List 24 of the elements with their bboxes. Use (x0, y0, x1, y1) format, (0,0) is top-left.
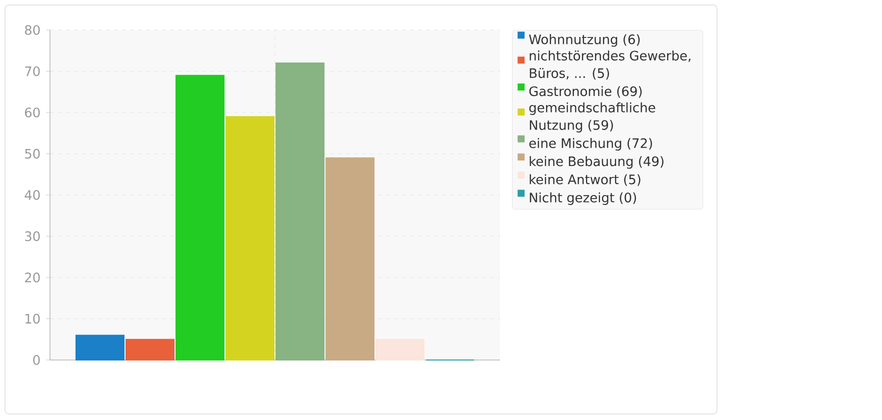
bar (76, 334, 125, 360)
bar (176, 74, 225, 360)
bar (326, 157, 374, 360)
y-tick-label: 80 (24, 25, 40, 35)
y-tick-label: 20 (25, 272, 40, 282)
legend-label: keine Bebauung (49) (530, 156, 664, 169)
y-tick-label: 60 (24, 108, 40, 118)
legend-label: nichtstörendes Gewerbe, Büros, ... (5) (530, 50, 690, 80)
y-tick-label: 0 (33, 355, 40, 365)
legend-label: eine Mischung (72) (529, 138, 652, 151)
legend-label: Wohnnutzung (6) (529, 34, 640, 47)
y-tick-label: 10 (26, 314, 40, 324)
legend-label: keine Antwort (5) (530, 174, 640, 186)
y-tick-label: 30 (25, 231, 40, 242)
legend-label: Nicht gezeigt (0) (530, 192, 636, 205)
y-tick-label: 40 (24, 190, 40, 200)
y-tick-label: 50 (25, 148, 40, 159)
legend-label: gemeindschaftliche Nutzung (59) (529, 102, 656, 132)
bar (276, 62, 325, 360)
y-tick-label: 70 (25, 66, 40, 76)
bar (376, 338, 424, 360)
bar (226, 116, 274, 360)
legend-label: Gastronomie (69) (529, 86, 642, 98)
bar (126, 338, 174, 360)
